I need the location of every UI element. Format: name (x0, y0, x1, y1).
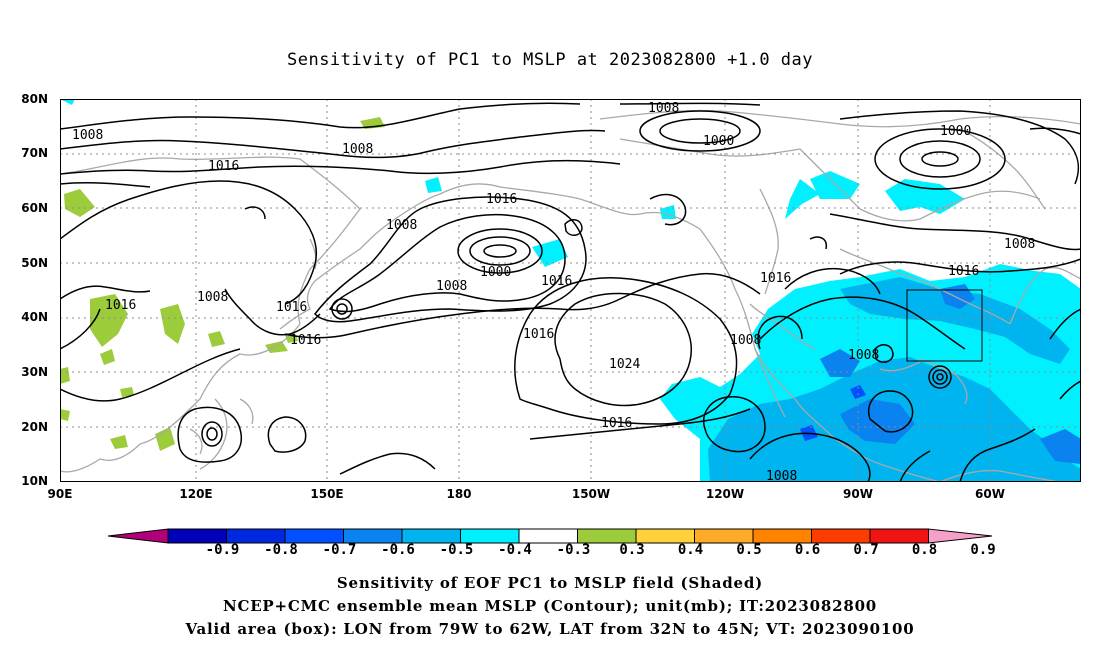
lon-label-90e: 90E (47, 487, 73, 501)
contour-label: 1008 (436, 279, 467, 294)
lat-label-80n: 80N (21, 92, 48, 106)
contour-label: 1016 (523, 327, 554, 342)
colorbar-label: 0.4 (677, 542, 704, 558)
lon-label-150w: 150W (571, 487, 611, 501)
lat-label-20n: 20N (21, 420, 48, 434)
colorbar-cell (811, 528, 871, 544)
lat-label-50n: 50N (21, 256, 48, 270)
colorbar-cell (635, 528, 695, 544)
contour-label: 1016 (601, 416, 632, 431)
lon-label-120e: 120E (179, 487, 213, 501)
colorbar (108, 528, 993, 544)
colorbar-cell (577, 528, 637, 544)
footer-line-3: Valid area (box): LON from 79W to 62W, L… (185, 620, 915, 638)
positive-sensitivity-shading (60, 117, 385, 451)
contour-label: 1016 (105, 298, 136, 313)
contour-label: 1016 (208, 159, 239, 174)
colorbar-label: -0.7 (322, 542, 357, 558)
colorbar-cell (167, 528, 227, 544)
contour-label: 1008 (848, 348, 879, 363)
lon-label-120w: 120W (705, 487, 745, 501)
colorbar-cell (343, 528, 403, 544)
strong-negative-sensitivity-shading (708, 277, 1081, 482)
colorbar-label: 0.3 (619, 542, 645, 558)
contour-label: 1008 (386, 218, 417, 233)
contour-label: 1024 (609, 357, 640, 372)
colorbar-label: -0.5 (439, 542, 474, 558)
lat-label-10n: 10N (21, 474, 48, 488)
lat-label-40n: 40N (21, 310, 48, 324)
contour-label: 1008 (197, 290, 228, 305)
contour-label: 1016 (541, 274, 572, 289)
contour-label: 1000 (480, 265, 511, 280)
contour-label: 1016 (760, 271, 791, 286)
lat-label-70n: 70N (21, 146, 48, 160)
mslp-contours (60, 102, 1081, 482)
colorbar-cell (869, 528, 929, 544)
colorbar-label: -0.3 (556, 542, 591, 558)
contour-label: 1000 (703, 134, 734, 149)
contour-label: 1008 (1004, 237, 1035, 252)
colorbar-cell (518, 528, 578, 544)
colorbar-label: 0.6 (794, 542, 821, 558)
lat-label-30n: 30N (21, 365, 48, 379)
lon-label-90w: 90W (843, 487, 873, 501)
footer-line-2: NCEP+CMC ensemble mean MSLP (Contour); u… (222, 597, 878, 615)
colorbar-cell (460, 528, 520, 544)
lat-label-60n: 60N (21, 201, 48, 215)
colorbar-cell (284, 528, 344, 544)
colorbar-arrow-high (928, 528, 993, 544)
colorbar-cell (401, 528, 461, 544)
colorbar-label: 0.5 (736, 542, 762, 558)
colorbar-label: 0.7 (853, 542, 879, 558)
lon-label-60w: 60W (975, 487, 1005, 501)
lon-label-150e: 150E (310, 487, 344, 501)
contour-label: 1008 (72, 128, 103, 143)
contour-label: 1008 (730, 333, 761, 348)
contour-label: 1016 (290, 333, 321, 348)
contour-label: 1016 (276, 300, 307, 315)
colorbar-cell (694, 528, 754, 544)
colorbar-cell (752, 528, 812, 544)
colorbar-label: 0.8 (911, 542, 938, 558)
colorbar-label: -0.6 (381, 542, 415, 558)
contour-label: 1008 (766, 469, 797, 482)
contour-label: 1008 (648, 101, 679, 116)
colorbar-arrow-low (108, 528, 169, 544)
colorbar-label: -0.9 (205, 542, 240, 558)
map-panel: 1008 1008 1016 1008 1008 1000 1016 1016 … (60, 99, 1081, 482)
contour-label: 1016 (948, 264, 979, 279)
footer-line-1: Sensitivity of EOF PC1 to MSLP field (Sh… (336, 574, 764, 592)
colorbar-label: 0.9 (970, 542, 996, 558)
lon-label-180: 180 (446, 487, 472, 501)
chart-title: Sensitivity of PC1 to MSLP at 2023082800… (286, 50, 813, 70)
colorbar-label: -0.4 (498, 542, 532, 558)
colorbar-cell (226, 528, 286, 544)
contour-label: 1016 (486, 192, 517, 207)
contour-label: 1008 (342, 142, 373, 157)
valid-area-box (906, 289, 983, 362)
colorbar-label: -0.8 (264, 542, 298, 558)
contour-label: 1000 (940, 124, 971, 139)
